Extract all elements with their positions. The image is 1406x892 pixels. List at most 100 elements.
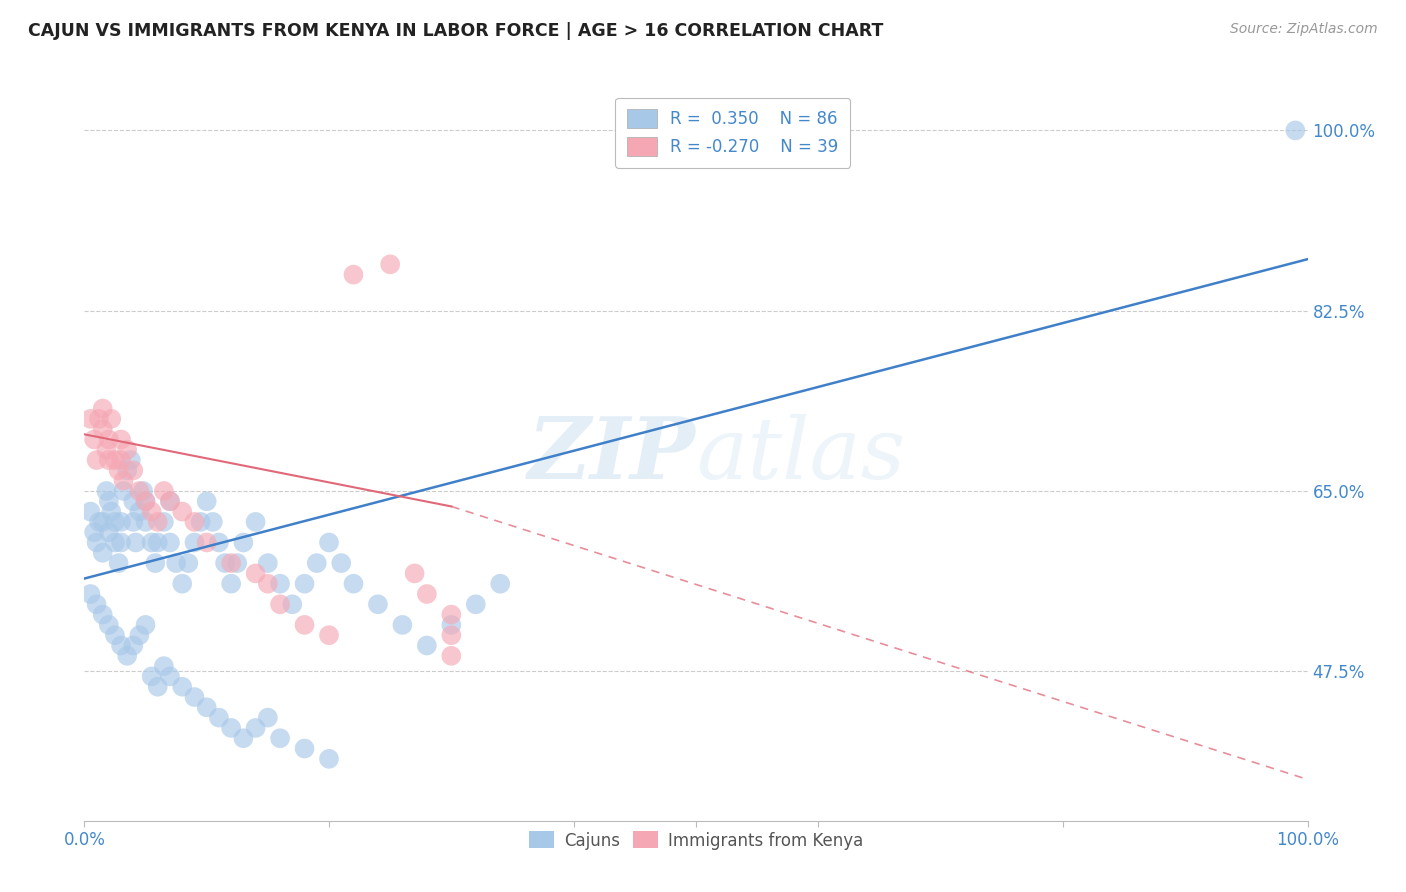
Point [153,515,176,529]
Text: CAJUN VS IMMIGRANTS FROM KENYA IN LABOR FORCE | AGE > 16 CORRELATION CHART: CAJUN VS IMMIGRANTS FROM KENYA IN LABOR … [28,22,883,40]
Point [318,752,340,766]
Point [91,422,114,436]
Point [141,505,163,519]
Point [305,556,328,570]
Point [159,669,181,683]
Point [79,505,101,519]
Point [159,494,181,508]
Point [226,556,249,570]
Point [294,741,316,756]
Point [281,597,304,611]
Point [294,576,316,591]
Point [112,483,135,498]
Point [177,556,200,570]
Point [97,525,120,540]
Point [195,494,218,508]
Point [294,618,316,632]
Point [110,535,132,549]
Point [100,412,122,426]
Point [269,576,291,591]
Point [219,556,242,570]
Point [416,639,439,653]
Point [110,515,132,529]
Point [122,515,145,529]
Point [107,463,129,477]
Point [440,648,463,663]
Point [143,556,166,570]
Point [172,505,194,519]
Point [83,433,105,447]
Point [257,556,280,570]
Point [112,474,135,488]
Point [232,535,254,549]
Point [115,442,138,457]
Point [110,453,132,467]
Point [122,463,145,477]
Point [100,505,122,519]
Point [91,515,114,529]
Point [135,515,157,529]
Point [83,525,105,540]
Point [269,597,291,611]
Point [201,515,224,529]
Point [107,556,129,570]
Point [97,618,120,632]
Point [115,648,138,663]
Point [195,700,218,714]
Point [97,433,120,447]
Text: Source: ZipAtlas.com: Source: ZipAtlas.com [1230,22,1378,37]
Point [87,515,110,529]
Point [318,628,340,642]
Point [146,515,169,529]
Point [380,257,402,271]
Point [120,453,142,467]
Point [141,669,163,683]
Point [91,546,114,560]
Point [367,597,389,611]
Point [416,587,439,601]
Point [79,587,101,601]
Point [153,483,176,498]
Point [132,483,155,498]
Point [172,576,194,591]
Point [172,680,194,694]
Point [110,433,132,447]
Point [91,607,114,622]
Point [391,618,413,632]
Point [440,628,463,642]
Point [125,535,148,549]
Point [440,618,463,632]
Point [232,731,254,746]
Text: atlas: atlas [696,414,905,496]
Point [128,628,150,642]
Point [141,535,163,549]
Point [104,535,127,549]
Point [153,659,176,673]
Point [86,453,108,467]
Point [104,515,127,529]
Point [97,453,120,467]
Point [86,535,108,549]
Point [183,690,205,704]
Point [122,639,145,653]
Point [208,535,231,549]
Point [128,483,150,498]
Point [208,711,231,725]
Point [128,505,150,519]
Point [165,556,187,570]
Point [122,494,145,508]
Point [330,556,353,570]
Point [79,412,101,426]
Point [342,576,364,591]
Point [404,566,426,581]
Point [257,711,280,725]
Point [245,566,267,581]
Point [440,607,463,622]
Point [219,721,242,735]
Text: ZIP: ZIP [529,413,696,497]
Point [104,453,127,467]
Point [245,721,267,735]
Point [97,494,120,508]
Point [86,597,108,611]
Point [91,401,114,416]
